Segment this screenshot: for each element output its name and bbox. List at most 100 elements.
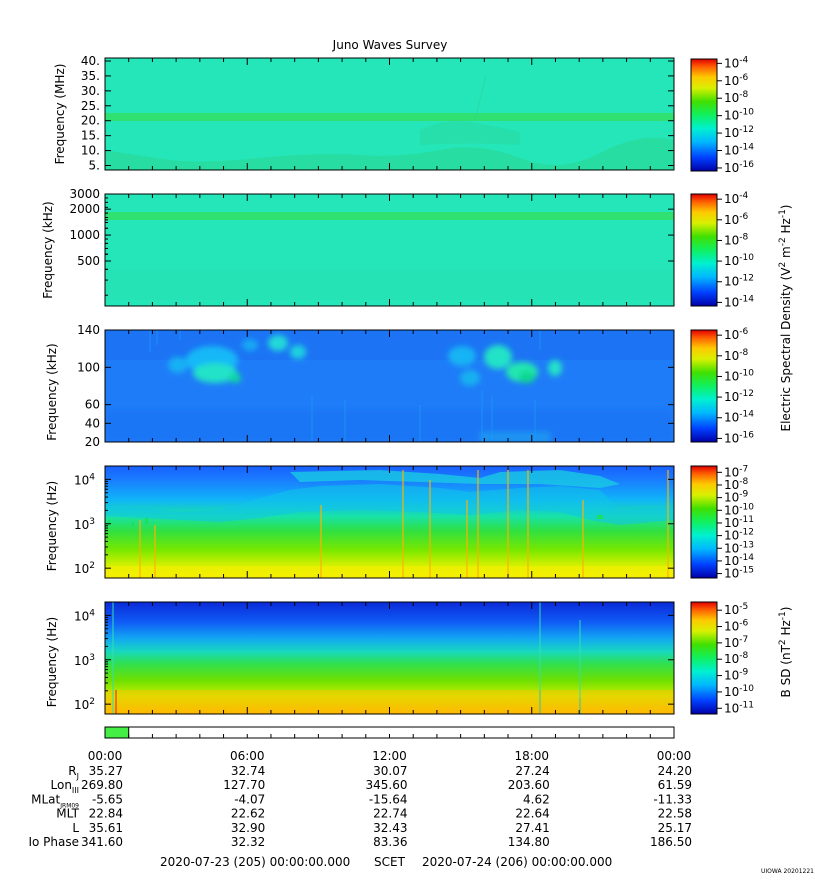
- panel-5-ylabel: Frequency (Hz): [45, 617, 59, 708]
- coverage-bar: [104, 726, 675, 739]
- time-label: 00:00: [657, 749, 692, 763]
- colorbar-1-tick-label: 10-14: [724, 143, 754, 158]
- panel-4-ytick-label: 103: [74, 517, 95, 532]
- ephemeris-value: 134.80: [508, 835, 550, 849]
- ephemeris-value: -4.07: [234, 792, 265, 806]
- colorbar-4-tick-label: 10-13: [724, 540, 754, 555]
- ephemeris-value: 22.84: [89, 807, 123, 821]
- ephemeris-value: -15.64: [369, 792, 408, 806]
- ephemeris-row-label: L: [72, 821, 79, 835]
- panel-4-heatmap: [105, 466, 674, 578]
- ephemeris-value: 24.20: [658, 764, 692, 778]
- panel-1-y-axis: 40.35.30.25.20.15.10.5.: [81, 54, 674, 173]
- panel-1-heatmap: [105, 58, 674, 170]
- panel-2-ytick-label: 1000: [69, 228, 100, 242]
- colorbar-5-tick-label: 10-8: [724, 651, 749, 666]
- figure-title: Juno Waves Survey: [332, 38, 448, 52]
- ephemeris-value: 30.07: [373, 764, 407, 778]
- panel-3-ytick-label: 140: [77, 323, 100, 337]
- ephemeris-table: RJ 35.27 32.74 30.07 27.24 24.20 LonIII 269.80 1…: [28, 764, 692, 849]
- colorbar-2-ticks: 10-4 10-6 10-8 10-10 10-12 10-14: [717, 191, 754, 309]
- ephemeris-value: 127.70: [223, 778, 265, 792]
- colorbar-4: [690, 465, 718, 579]
- panel-1-ytick-label: 10.: [81, 144, 100, 158]
- colorbar-3-tick-label: 10-12: [724, 389, 754, 404]
- scet-label: SCET: [374, 855, 406, 869]
- ephemeris-value: 203.60: [508, 778, 550, 792]
- panel-5-ytick-label: 104: [74, 608, 95, 623]
- colorbar-3-tick-label: 10-6: [724, 327, 749, 342]
- colorbar-4-tick-label: 10-7: [724, 464, 748, 479]
- colorbar-1-tick-label: 10-4: [724, 55, 749, 70]
- ephemeris-value: 27.41: [515, 821, 549, 835]
- colorbar-4-tick-label: 10-8: [724, 477, 749, 492]
- ephemeris-value: 341.60: [81, 835, 123, 849]
- ephemeris-row-label: RJ: [68, 764, 79, 781]
- ephemeris-value: 4.62: [523, 792, 550, 806]
- time-label: 18:00: [514, 749, 549, 763]
- ephemeris-row-label: LonIII: [51, 778, 80, 795]
- panel-3-heatmap: [105, 330, 674, 442]
- ephemeris-value: 22.62: [231, 807, 265, 821]
- ephemeris-value: 35.61: [89, 821, 123, 835]
- colorbar-1-tick-label: 10-8: [724, 90, 749, 105]
- ephemeris-value: 35.27: [89, 764, 123, 778]
- colorbar-1-ticks: 10-4 10-6 10-8 10-10 10-12 10-14 10-16: [717, 55, 754, 175]
- colorbar-2-tick-label: 10-4: [724, 191, 749, 206]
- colorbar-4-tick-label: 10-11: [724, 515, 754, 530]
- ephemeris-value: 32.43: [373, 821, 407, 835]
- panel-4-ylabel: Frequency (Hz): [45, 481, 59, 572]
- colorbar-3-tick-label: 10-10: [724, 368, 754, 383]
- colorbar-1-tick-label: 10-16: [724, 160, 754, 175]
- time-label: 00:00: [88, 749, 123, 763]
- ephemeris-value: 83.36: [373, 835, 407, 849]
- panel-3-ytick-label: 100: [77, 360, 100, 374]
- ephemeris-value: -11.33: [653, 792, 692, 806]
- colorbar-electric-label: Electric Spectral Density (V2 m-2 Hz-1): [778, 204, 793, 431]
- start-time-label: 2020-07-23 (205) 00:00:00.000: [160, 855, 350, 869]
- panel-3-y-axis: 140 100 60 40 20: [77, 323, 674, 449]
- panel-2-heatmap: [105, 194, 674, 306]
- ephemeris-row-label: MLT: [56, 807, 79, 821]
- coverage-segment: [104, 726, 130, 739]
- panel-1-ytick-label: 40.: [81, 54, 100, 68]
- ephemeris-value: 27.24: [515, 764, 549, 778]
- panel-1-ytick-label: 25.: [81, 99, 100, 113]
- panel-2-ytick-label: 2000: [69, 202, 100, 216]
- panel-2-ytick-label: 3000: [69, 187, 100, 201]
- panel-5-y-axis: 104 103 102: [74, 608, 674, 712]
- panel-3-ytick-label: 20: [85, 435, 100, 449]
- panel-1-ytick-label: 30.: [81, 84, 100, 98]
- colorbar-3-ticks: 10-6 10-8 10-10 10-12 10-14 10-16: [717, 327, 754, 445]
- colorbar-4-ticks: 10-710-810-910-1010-1110-1210-1310-1410-…: [717, 464, 754, 581]
- ephemeris-row-label: Io Phase: [28, 835, 79, 849]
- panel-4-ytick-label: 102: [74, 561, 95, 576]
- colorbar-3-tick-label: 10-14: [724, 410, 754, 425]
- ephemeris-value: 22.74: [373, 807, 407, 821]
- colorbar-magnetic-label: B SD (nT2 Hz-1): [778, 607, 793, 698]
- panel-1-ytick-label: 35.: [81, 69, 100, 83]
- end-time-label: 2020-07-24 (206) 00:00:00.000: [422, 855, 612, 869]
- panel-5-heatmap: [105, 602, 674, 714]
- colorbar-3-tick-label: 10-16: [724, 430, 754, 445]
- panel-3-ytick-label: 40: [85, 416, 100, 430]
- colorbar-4-tick-label: 10-9: [724, 490, 749, 505]
- panel-3-ylabel: Frequency (kHz): [45, 343, 59, 440]
- ephemeris-value: 32.90: [231, 821, 265, 835]
- colorbar-2-tick-label: 10-14: [724, 294, 754, 309]
- panel-1-ytick-label: 5.: [89, 159, 100, 173]
- panel-1-ylabel: Frequency (MHz): [53, 64, 67, 165]
- colorbar-4-tick-label: 10-14: [724, 553, 754, 568]
- colorbar-2-tick-label: 10-10: [724, 253, 754, 268]
- colorbar-1-tick-label: 10-12: [724, 125, 754, 140]
- colorbar-1-tick-label: 10-10: [724, 108, 754, 123]
- time-label: 12:00: [372, 749, 407, 763]
- ephemeris-value: 186.50: [650, 835, 692, 849]
- ephemeris-value: 22.58: [658, 807, 692, 821]
- colorbar-5-tick-label: 10-6: [724, 619, 749, 634]
- ephemeris-value: 32.32: [231, 835, 265, 849]
- panel-5-ytick-label: 102: [74, 697, 95, 712]
